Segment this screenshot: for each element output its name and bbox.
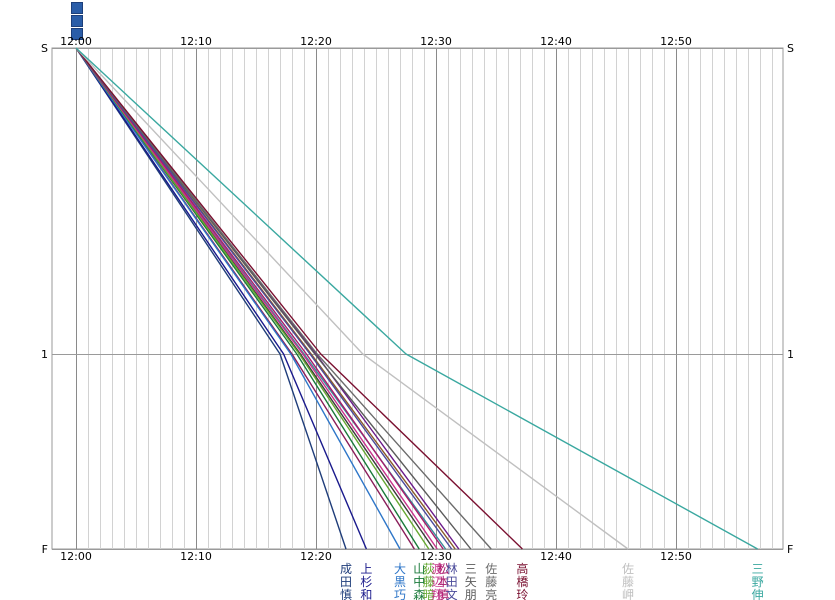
runner-label-char: 藤	[423, 575, 435, 589]
runner-label-char: 上	[360, 562, 372, 576]
x-tick-label-top: 12:10	[180, 35, 212, 48]
runner-label-char: 成	[340, 562, 352, 576]
x-tick-label-bottom: 12:10	[180, 550, 212, 563]
runner-label-char: 玲	[516, 588, 528, 600]
runner-label-char: 大	[394, 562, 406, 576]
x-tick-label-bottom: 12:50	[660, 550, 692, 563]
app-logo-mark	[71, 2, 83, 40]
runner-label-char: 林	[446, 562, 458, 576]
logo-block-2	[71, 15, 83, 27]
x-tick-label-top: 12:20	[300, 35, 332, 48]
runner-line	[75, 47, 368, 550]
runner-label-char: 三	[752, 562, 764, 576]
logo-block-1	[71, 2, 83, 14]
x-tick-label-bottom: 12:30	[420, 550, 452, 563]
runner-label-char: 松	[437, 562, 449, 576]
y-label-left: S	[41, 42, 48, 55]
runner-label-char: 森	[413, 587, 425, 600]
y-label-right: S	[787, 42, 794, 55]
x-tick-label-top: 12:40	[540, 35, 572, 48]
runner-label-char: 田	[340, 575, 352, 589]
runner-line	[75, 47, 444, 550]
runner-label-char: 朋	[465, 588, 477, 600]
runner-label-char: 渡	[431, 561, 443, 576]
runner-label-char: 藤	[485, 575, 497, 589]
runner-label-char: 橋	[516, 575, 528, 589]
runner-label-char: 辺	[431, 575, 443, 589]
runner-label-char: 翔	[431, 588, 443, 600]
runner-label-char: 本	[437, 575, 449, 589]
axes: 12:00 12:00 12:10 12:10 12:20 12:20 12:30 12:30…	[41, 35, 794, 563]
runner-label-char: 山	[413, 562, 425, 576]
runner-label-char: 和	[360, 588, 372, 600]
series-lines	[75, 47, 758, 550]
runner-line	[75, 47, 438, 550]
runner-label-char: 三	[465, 562, 477, 576]
x-tick-label-top: 12:50	[660, 35, 692, 48]
x-tick-label-bottom: 12:40	[540, 550, 572, 563]
runner-line	[75, 47, 758, 550]
y-label-right: F	[787, 543, 793, 556]
x-tick-label-top: 12:30	[420, 35, 452, 48]
runner-label-char: 亮	[485, 587, 497, 600]
runner-line	[75, 47, 347, 550]
runner-label-char: 岬	[622, 588, 634, 600]
y-label-left: 1	[41, 348, 48, 361]
runner-label-char: 暗	[423, 587, 435, 600]
y-label-left: F	[42, 543, 48, 556]
plot-frame	[51, 47, 784, 550]
runner-label-char: 田	[446, 575, 458, 589]
runner-label-char: 中	[413, 574, 425, 589]
runner-line	[75, 47, 430, 550]
runner-label-char: 巧	[394, 588, 406, 600]
runner-label-char: 高	[516, 561, 528, 576]
runner-label-char: 矢	[465, 575, 477, 589]
logo-block-3	[71, 28, 83, 40]
runner-label-char: 佐	[622, 562, 634, 576]
y-label-right: 1	[787, 348, 794, 361]
runner-label-char: 黒	[394, 575, 406, 589]
grid	[51, 47, 784, 550]
runner-label-char: 伸	[752, 588, 764, 600]
runner-line	[75, 47, 523, 550]
runner-label-char: 慎	[437, 588, 449, 600]
x-tick-label-bottom: 12:00	[60, 550, 92, 563]
x-tick-label-top: 12:00	[60, 35, 92, 48]
runner-label-char: 佐	[485, 562, 497, 576]
runner-line	[75, 47, 453, 550]
runner-label-char: 荻	[423, 562, 435, 576]
runner-label-char: 文	[446, 587, 458, 600]
x-tick-label-bottom: 12:20	[300, 550, 332, 563]
runner-label-char: 野	[752, 575, 764, 589]
runner-line	[75, 47, 629, 550]
runner-label-char: 杉	[360, 575, 372, 589]
runner-line	[75, 47, 401, 550]
runner-label-char: 藤	[622, 575, 634, 589]
runner-label-char: 慎	[340, 588, 352, 600]
runner-line	[75, 47, 492, 550]
